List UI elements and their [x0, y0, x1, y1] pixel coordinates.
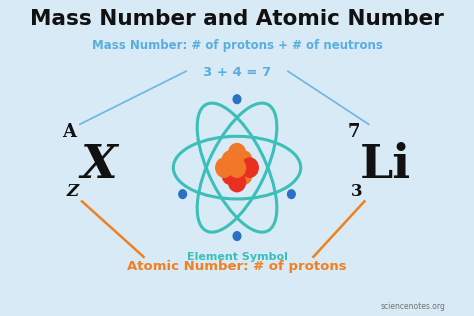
Circle shape [241, 158, 258, 177]
Text: Li: Li [360, 142, 411, 188]
Circle shape [228, 143, 246, 163]
Circle shape [222, 165, 239, 185]
Circle shape [233, 95, 241, 104]
Circle shape [216, 158, 233, 177]
Text: A: A [62, 124, 76, 142]
Text: 3 + 4 = 7: 3 + 4 = 7 [203, 66, 271, 79]
Circle shape [228, 158, 246, 177]
Text: Mass Number and Atomic Number: Mass Number and Atomic Number [30, 9, 444, 29]
Text: 3: 3 [351, 183, 363, 200]
Circle shape [233, 232, 241, 240]
Circle shape [222, 151, 239, 170]
Circle shape [235, 165, 252, 185]
Text: Atomic Number: # of protons: Atomic Number: # of protons [127, 260, 347, 273]
Text: Element Symbol: Element Symbol [187, 252, 287, 262]
Circle shape [235, 151, 252, 170]
Text: X: X [81, 142, 117, 188]
Circle shape [179, 190, 186, 198]
Text: sciencenotes.org: sciencenotes.org [380, 302, 445, 311]
Text: Z: Z [66, 183, 78, 200]
Text: 7: 7 [347, 124, 360, 142]
Circle shape [228, 173, 246, 192]
Text: Mass Number: # of protons + # of neutrons: Mass Number: # of protons + # of neutron… [91, 39, 383, 52]
Circle shape [288, 190, 295, 198]
